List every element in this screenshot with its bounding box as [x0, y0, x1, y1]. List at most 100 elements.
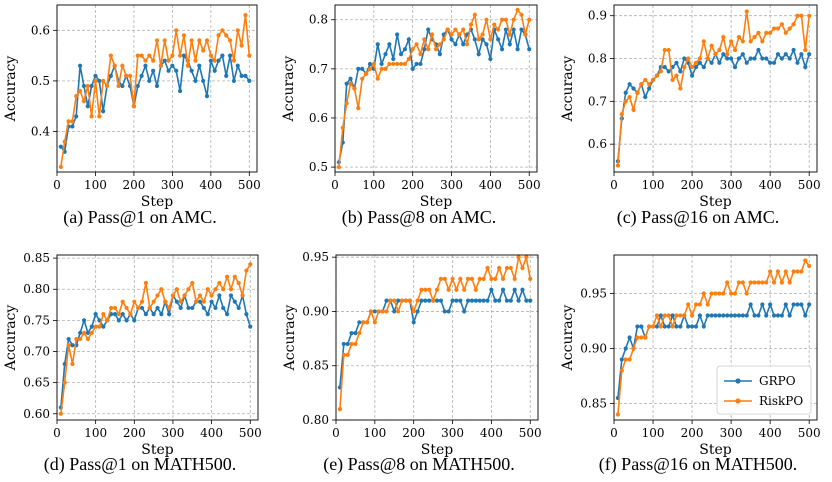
- data-point-riskpo: [163, 299, 168, 304]
- y-tick-label: 0.80: [23, 282, 50, 296]
- data-point-riskpo: [216, 33, 221, 38]
- data-point-riskpo: [345, 352, 350, 357]
- data-point-riskpo: [465, 276, 471, 281]
- data-point-grpo: [139, 73, 144, 78]
- data-point-riskpo: [717, 47, 722, 53]
- data-point-riskpo: [779, 22, 784, 27]
- data-point-grpo: [189, 68, 194, 73]
- data-point-riskpo: [791, 22, 796, 27]
- data-point-riskpo: [658, 324, 663, 329]
- caption-a: (a) Pass@1 on AMC.: [63, 207, 217, 227]
- data-point-riskpo: [139, 53, 144, 58]
- data-point-grpo: [181, 53, 187, 58]
- data-point-riskpo: [185, 63, 190, 68]
- data-point-grpo: [736, 56, 742, 61]
- data-point-riskpo: [488, 37, 493, 42]
- data-point-riskpo: [623, 99, 628, 104]
- x-tick-label: 300: [440, 178, 463, 192]
- data-point-grpo: [437, 52, 442, 57]
- data-point-grpo: [216, 58, 221, 63]
- data-point-riskpo: [97, 324, 102, 329]
- data-point-riskpo: [93, 78, 98, 84]
- x-axis-label: Step: [699, 194, 732, 210]
- y-tick-label: 0.6: [588, 137, 607, 151]
- data-point-riskpo: [631, 107, 636, 113]
- data-point-riskpo: [204, 38, 210, 43]
- data-point-riskpo: [228, 287, 234, 292]
- data-point-riskpo: [194, 299, 199, 304]
- data-point-riskpo: [647, 324, 652, 329]
- data-point-grpo: [744, 60, 749, 65]
- data-point-grpo: [740, 52, 745, 57]
- data-point-riskpo: [631, 346, 636, 351]
- data-point-riskpo: [701, 39, 706, 44]
- data-point-grpo: [627, 82, 632, 87]
- data-point-riskpo: [392, 298, 397, 303]
- data-point-riskpo: [143, 280, 149, 286]
- data-point-riskpo: [170, 53, 175, 58]
- data-point-grpo: [93, 73, 98, 78]
- data-point-grpo: [507, 42, 512, 47]
- data-point-riskpo: [135, 53, 140, 58]
- data-point-riskpo: [97, 114, 102, 119]
- data-point-riskpo: [224, 274, 230, 279]
- data-point-riskpo: [752, 35, 757, 40]
- data-point-riskpo: [132, 299, 137, 304]
- data-point-grpo: [515, 47, 520, 52]
- data-point-riskpo: [493, 276, 498, 281]
- data-point-riskpo: [627, 357, 632, 362]
- data-point-riskpo: [109, 305, 114, 311]
- data-point-grpo: [693, 64, 699, 70]
- data-point-riskpo: [744, 9, 749, 14]
- series-line-grpo: [617, 47, 810, 162]
- data-point-grpo: [101, 324, 106, 329]
- data-point-grpo: [476, 52, 481, 57]
- data-point-grpo: [406, 37, 411, 42]
- data-point-grpo: [356, 66, 361, 71]
- data-point-grpo: [449, 37, 454, 42]
- data-point-riskpo: [639, 82, 644, 87]
- y-tick-label: 0.75: [23, 313, 50, 327]
- data-point-grpo: [791, 47, 796, 53]
- data-point-riskpo: [795, 13, 800, 18]
- data-point-riskpo: [484, 17, 489, 22]
- data-point-riskpo: [635, 335, 640, 340]
- data-point-grpo: [807, 52, 812, 57]
- data-point-riskpo: [499, 17, 505, 22]
- data-point-riskpo: [709, 291, 714, 296]
- data-point-riskpo: [489, 276, 494, 281]
- data-point-grpo: [508, 298, 513, 303]
- data-point-grpo: [686, 324, 691, 329]
- series-line-grpo: [339, 287, 531, 388]
- data-point-grpo: [231, 78, 237, 84]
- data-point-grpo: [764, 313, 769, 318]
- y-tick-label: 0.9: [588, 9, 607, 23]
- x-tick-label: 200: [123, 426, 146, 440]
- data-point-riskpo: [353, 341, 358, 347]
- data-point-riskpo: [650, 324, 656, 329]
- data-point-riskpo: [189, 38, 194, 43]
- data-point-grpo: [519, 27, 524, 32]
- data-point-grpo: [462, 309, 467, 314]
- x-tick-label: 500: [518, 178, 541, 192]
- data-point-grpo: [239, 73, 244, 78]
- data-point-grpo: [78, 330, 83, 335]
- data-point-riskpo: [744, 291, 749, 296]
- data-point-grpo: [77, 63, 83, 68]
- data-point-grpo: [197, 299, 203, 304]
- y-axis-label: Accuracy: [560, 305, 576, 372]
- data-point-grpo: [503, 27, 509, 32]
- data-point-grpo: [434, 298, 440, 303]
- x-tick-label: 0: [331, 178, 339, 192]
- data-point-riskpo: [101, 312, 106, 317]
- data-point-grpo: [701, 324, 706, 329]
- data-point-grpo: [752, 313, 757, 318]
- data-point-riskpo: [217, 280, 222, 286]
- data-point-riskpo: [503, 17, 509, 22]
- data-point-grpo: [771, 313, 777, 318]
- data-point-riskpo: [666, 47, 671, 53]
- data-point-riskpo: [442, 276, 447, 281]
- data-point-riskpo: [124, 73, 129, 78]
- data-point-riskpo: [500, 276, 506, 281]
- data-point-grpo: [512, 287, 517, 292]
